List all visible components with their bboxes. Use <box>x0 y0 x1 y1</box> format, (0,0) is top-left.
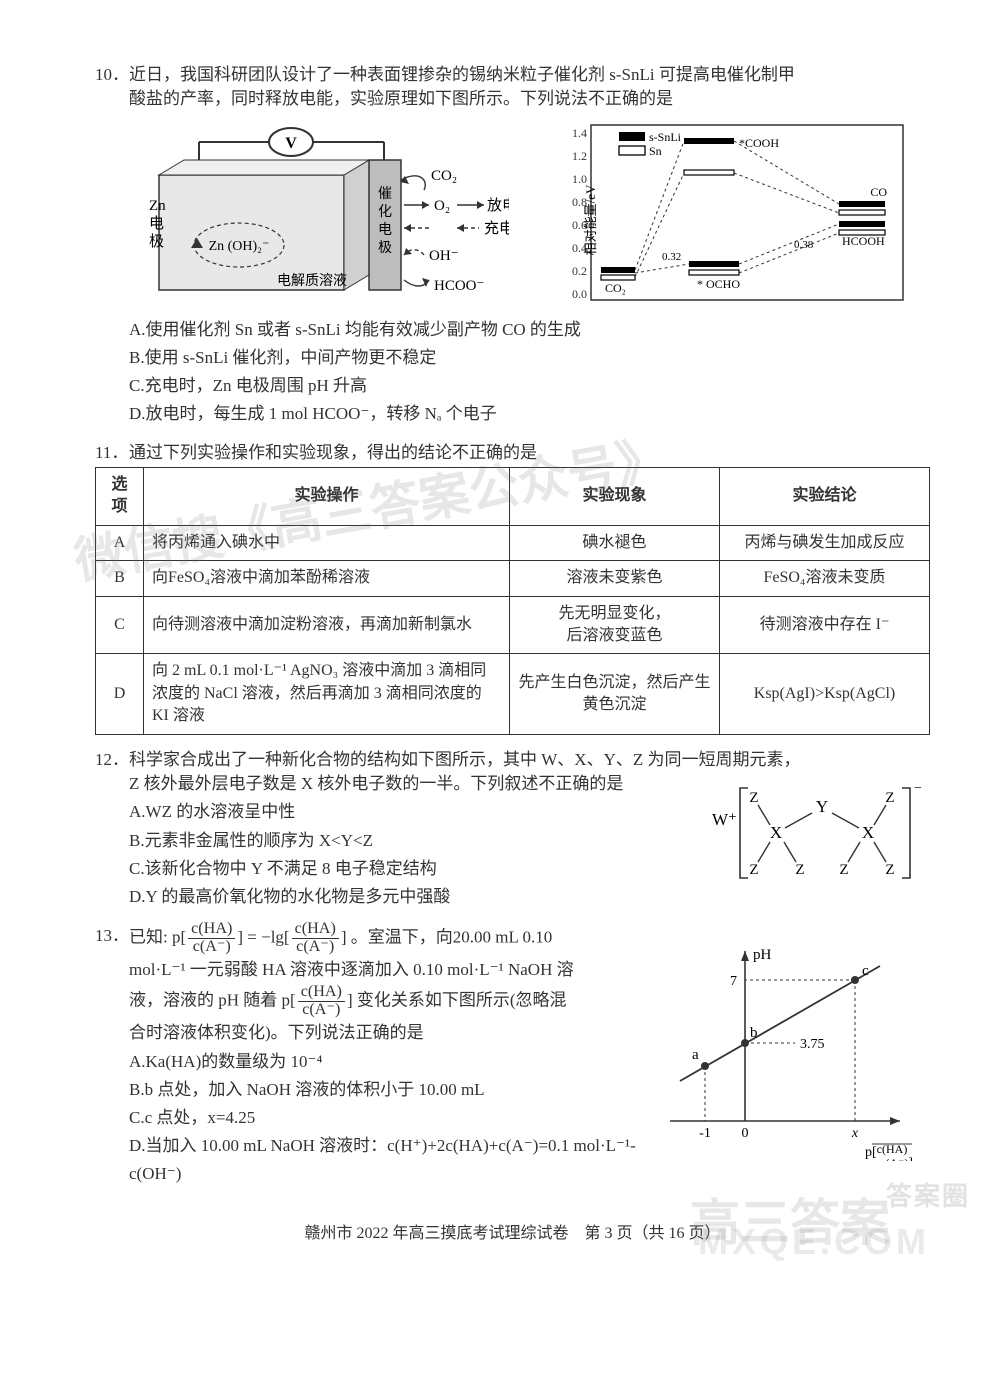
q12-structure-diagram: W⁺ − X Z Z Z Y <box>700 770 930 905</box>
energy-ylabel: 相对能量/eV <box>583 184 598 255</box>
xtick-neg1: -1 <box>699 1126 711 1141</box>
ocho-label: * OCHO <box>697 277 740 291</box>
q13-stem-line3: 液，溶液的 pH 随着 p[c(HA)c(A⁻)] 变化关系如下图所示(忽略混 <box>129 984 650 1019</box>
q12-number: 12． <box>95 745 129 770</box>
svg-text:Z: Z <box>885 862 894 878</box>
q10-optB: B.使用 s-SnLi 催化剂，中间产物更不稳定 <box>129 344 930 372</box>
svg-text:Y: Y <box>816 797 828 816</box>
q10-stem-line2: 酸盐的产率，同时释放电能，实验原理如下图所示。下列说法不正确的是 <box>129 85 930 114</box>
c-yvalue: 7 <box>730 974 737 989</box>
page-footer: 赣州市 2022 年高三摸底考试理综试卷 第 3 页（共 16 页） <box>95 1219 930 1243</box>
table-row: C 向待测溶液中滴加淀粉溶液，再滴加新制氯水 先无明显变化， 后溶液变蓝色 待测… <box>96 596 930 654</box>
svg-text:Z: Z <box>795 862 804 878</box>
svg-text:1.2: 1.2 <box>572 149 587 163</box>
hcoo-label: HCOO⁻ <box>434 278 484 294</box>
q13-optA: A.Ka(HA)的数量级为 10⁻⁴ <box>129 1048 650 1076</box>
point-a-label: a <box>692 1047 699 1063</box>
q12-stem-line1: 科学家合成出了一种新化合物的结构如下图所示，其中 W、X、Y、Z 为同一短周期元… <box>129 745 930 770</box>
svg-text:1.0: 1.0 <box>572 172 587 186</box>
zn-electrode-label: Zn电极 <box>149 198 166 250</box>
svg-text:1.4: 1.4 <box>572 126 587 140</box>
anno-right: 0.38 <box>794 239 814 251</box>
th-op: 实验操作 <box>144 468 510 526</box>
svg-text:−: − <box>914 781 922 796</box>
oh-label: OH⁻ <box>429 248 459 264</box>
q10-energy-chart: 0.0 0.2 0.4 0.6 0.8 1.0 1.2 1.4 相对能量/eV … <box>539 120 909 310</box>
table-row: D 向 2 mL 0.1 mol·L⁻¹ AgNO₃ 溶液中滴加 3 滴相同浓度… <box>96 654 930 734</box>
q10-stem-line1: 近日，我国科研团队设计了一种表面锂掺杂的锡纳米粒子催化剂 s-SnLi 可提高电… <box>129 60 930 85</box>
svg-text:Z: Z <box>839 862 848 878</box>
q11-number: 11． <box>95 438 129 463</box>
o2-label: O₂ <box>434 198 450 214</box>
q13-optC: C.c 点处，x=4.25 <box>129 1104 650 1132</box>
q12-optC: C.该新化合物中 Y 不满足 8 电子稳定结构 <box>129 855 700 883</box>
ph-ylabel: pH <box>753 947 772 963</box>
b-yvalue: 3.75 <box>800 1037 825 1052</box>
q11-table: 选项 实验操作 实验现象 实验结论 A 将丙烯通入碘水中 碘水褪色 丙烯与碘发生… <box>95 467 930 735</box>
svg-text:0.0: 0.0 <box>572 287 587 301</box>
znoh-label: Zn (OH)₂⁻ <box>209 239 270 254</box>
svg-text:X: X <box>770 823 782 842</box>
table-row: B 向FeSO₄溶液中滴加苯酚稀溶液 溶液未变紫色 FeSO₄溶液未变质 <box>96 561 930 596</box>
th-opt: 选项 <box>96 468 144 526</box>
svg-text:CO₂: CO₂ <box>605 281 626 295</box>
charge-label: 充电 <box>484 220 509 237</box>
electrolyte-label: 电解质溶液 <box>277 273 347 289</box>
q13-optD: D.当加入 10.00 mL NaOH 溶液时：c(H⁺)+2c(HA)+c(A… <box>129 1132 650 1188</box>
th-con: 实验结论 <box>720 468 930 526</box>
q12-optA: A.WZ 的水溶液呈中性 <box>129 798 700 826</box>
point-b-label: b <box>750 1025 758 1041</box>
q13-stem-line1: 已知: p[c(HA)c(A⁻)] = −lg[c(HA)c(A⁻)] 。室温下… <box>129 921 650 956</box>
q12-stem-line2: Z 核外最外层电子数是 X 核外电子数的一半。下列叙述不正确的是 <box>129 770 700 799</box>
svg-text:Z: Z <box>749 790 758 806</box>
q10-number: 10． <box>95 60 129 85</box>
xlabel: p[c(HA)c(A⁻)] <box>865 1142 913 1161</box>
discharge-label: 放电 <box>487 197 509 214</box>
q10-cell-diagram: V Zn电极 Zn (OH)₂⁻ 电解质溶液 催化电极 <box>129 120 509 310</box>
q10-optC: C.充电时，Zn 电极周围 pH 升高 <box>129 372 930 400</box>
q12-optB: B.元素非金属性的顺序为 X<Y<Z <box>129 827 700 855</box>
th-ph: 实验现象 <box>510 468 720 526</box>
q13-optB: B.b 点处，加入 NaOH 溶液的体积小于 10.00 mL <box>129 1076 650 1104</box>
xtick-0: 0 <box>742 1126 749 1141</box>
xtick-x: x <box>851 1126 859 1141</box>
svg-text:HCOOH: HCOOH <box>842 234 885 248</box>
svg-text:Z: Z <box>885 790 894 806</box>
q10-optA: A.使用催化剂 Sn 或者 s-SnLi 均能有效减少副产物 CO 的生成 <box>129 316 930 344</box>
table-row: A 将丙烯通入碘水中 碘水褪色 丙烯与碘发生加成反应 <box>96 525 930 560</box>
legend-sn: Sn <box>649 144 662 158</box>
cation-label: W⁺ <box>712 810 737 829</box>
point-c-label: c <box>862 963 869 979</box>
legend-ssnli: s-SnLi <box>649 130 682 144</box>
svg-text:CO: CO <box>870 185 887 199</box>
q13-stem-line4: 合时溶液体积变化)。下列说法正确的是 <box>129 1019 650 1048</box>
svg-text:0.2: 0.2 <box>572 264 587 278</box>
q13-number: 13． <box>95 921 129 956</box>
q10-optD: D.放电时，每生成 1 mol HCOO⁻，转移 Nₐ 个电子 <box>129 400 930 428</box>
q13-ph-chart: pH a -1 b 3.75 0 c <box>650 941 930 1166</box>
svg-text:X: X <box>862 823 874 842</box>
q12-optD: D.Y 的最高价氧化物的水化物是多元中强酸 <box>129 883 700 911</box>
q13-stem-line2: mol·L⁻¹ 一元弱酸 HA 溶液中逐滴加入 0.10 mol·L⁻¹ NaO… <box>129 956 650 985</box>
co2-label: CO₂ <box>431 168 457 184</box>
q11-stem: 通过下列实验操作和实验现象，得出的结论不正确的是 <box>129 438 930 463</box>
anno-left: 0.32 <box>662 251 681 263</box>
svg-text:Z: Z <box>749 862 758 878</box>
voltmeter-label: V <box>285 135 297 152</box>
